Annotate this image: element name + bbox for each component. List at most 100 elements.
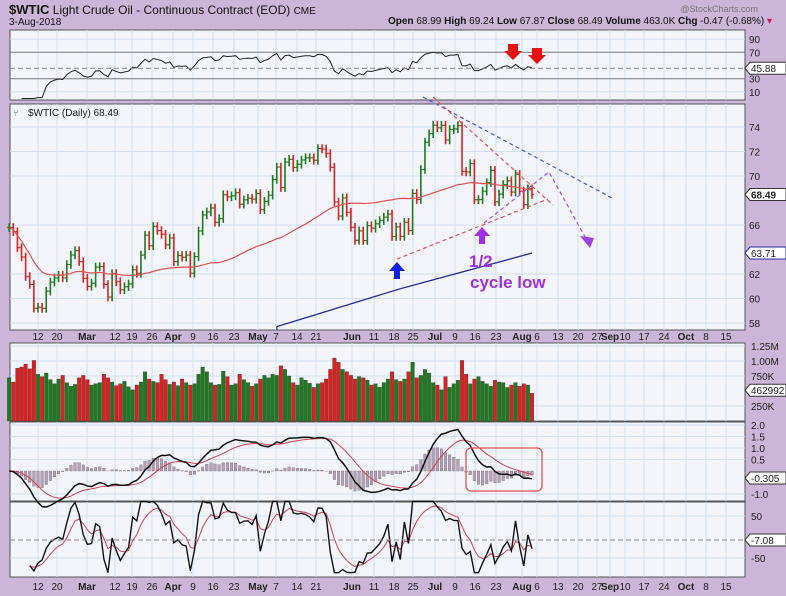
macd-histogram-bar xyxy=(69,465,73,472)
x-tick-label: 20 xyxy=(572,582,584,593)
macd-histogram-bar xyxy=(221,462,225,472)
macd-histogram-bar xyxy=(262,470,266,474)
price-bar xyxy=(36,302,40,313)
osc-tick-label: -50 xyxy=(751,554,766,565)
x-tick-label: 12 xyxy=(32,582,44,593)
macd-histogram-bar xyxy=(102,468,106,472)
volume-bar xyxy=(488,386,493,422)
blue-up-arrow-icon xyxy=(389,262,405,279)
volume-bar xyxy=(151,381,156,422)
price-bar xyxy=(274,162,279,184)
macd-histogram-bar xyxy=(81,464,85,472)
macd-histogram-bar xyxy=(345,470,349,488)
price-bar xyxy=(332,163,337,207)
price-bar xyxy=(163,229,168,250)
x-tick-label: 23 xyxy=(490,332,502,343)
macd-histogram-bar xyxy=(279,469,283,472)
price-bar xyxy=(167,233,172,250)
volume-bar xyxy=(283,369,287,422)
rsi-last-tag-box xyxy=(744,61,786,75)
rsi-panel xyxy=(9,29,746,101)
price-bar xyxy=(229,191,234,202)
x-tick-label: 21 xyxy=(310,332,322,343)
macd-histogram-bar xyxy=(312,470,316,472)
volume-bar xyxy=(472,378,477,422)
bar-chart-icon: ⑂ xyxy=(13,108,18,118)
macd-histogram-bar xyxy=(431,447,435,472)
macd-histogram-bar xyxy=(61,470,65,472)
volume-bar xyxy=(167,384,172,422)
volume-last-tag-text: 462992 xyxy=(751,386,785,397)
open-value: 68.99 xyxy=(416,16,442,27)
volume-bar xyxy=(377,387,382,422)
macd-histogram-bar xyxy=(225,462,229,472)
close-label: Close xyxy=(547,16,575,27)
macd-histogram-bar xyxy=(411,466,415,472)
macd-histogram-bar xyxy=(213,463,217,472)
macd-histogram-bar xyxy=(435,447,439,472)
volume-bar xyxy=(138,381,143,422)
volume-bar xyxy=(101,374,106,422)
macd-histogram-bar xyxy=(53,470,56,477)
price-bar xyxy=(31,280,36,313)
x-tick-label: Aug xyxy=(512,582,531,593)
macd-histogram-bar xyxy=(246,467,250,472)
x-tick-label: 13 xyxy=(552,332,564,343)
macd-histogram-bar xyxy=(188,470,192,475)
macd-histogram-bar xyxy=(36,470,40,488)
x-tick-label: 21 xyxy=(310,582,322,593)
volume-last-tag-box xyxy=(744,383,786,397)
price-bar xyxy=(406,218,411,235)
macd-histogram-bar xyxy=(468,470,472,476)
macd-histogram-bar xyxy=(48,470,52,481)
x-tick-label: 8 xyxy=(703,582,709,593)
volume-bar xyxy=(385,378,390,422)
macd-histogram-bar xyxy=(238,465,242,472)
volume-bar xyxy=(353,378,357,422)
macd-histogram-bar xyxy=(131,468,135,472)
x-tick-label: 27 xyxy=(591,332,603,343)
macd-histogram-bar xyxy=(382,470,386,477)
volume-bar xyxy=(221,371,226,422)
volume-bar xyxy=(431,382,436,422)
volume-bar xyxy=(110,381,115,422)
x-tick-label: 17 xyxy=(638,582,650,593)
price-bar xyxy=(48,277,53,296)
volume-bar xyxy=(85,379,90,422)
macd-histogram-bar xyxy=(332,470,336,480)
volume-bar xyxy=(171,381,176,422)
macd-line xyxy=(9,428,533,508)
macd-panel xyxy=(9,421,746,502)
x-tick-label: 17 xyxy=(638,332,650,343)
price-bar xyxy=(270,175,275,200)
macd-histogram-bar xyxy=(320,469,324,472)
volume-bar xyxy=(311,387,316,422)
x-tick-label: Oct xyxy=(678,582,695,593)
close-value: 68.49 xyxy=(577,16,603,27)
x-tick-label: 23 xyxy=(490,582,502,593)
volume-bar xyxy=(200,366,205,422)
macd-highlight-box xyxy=(465,447,543,492)
volume-bar xyxy=(40,376,45,422)
price-bar xyxy=(126,279,131,292)
macd-histogram-bar xyxy=(291,467,295,472)
macd-histogram-bar xyxy=(209,462,213,472)
macd-histogram-bar xyxy=(90,468,93,472)
purple-arrow-tip-icon xyxy=(580,236,594,248)
price-bar xyxy=(278,162,283,192)
price-bar xyxy=(262,197,267,214)
watermark: @StockCharts.com xyxy=(680,4,758,14)
price-bar xyxy=(422,137,427,174)
volume-bar xyxy=(447,387,452,422)
price-bar xyxy=(196,226,201,261)
volume-bar xyxy=(381,382,386,422)
macd-histogram-bar xyxy=(357,470,361,491)
price-bar xyxy=(357,226,362,245)
volume-bar xyxy=(435,384,440,422)
volume-bar xyxy=(77,377,82,422)
macd-histogram-bar xyxy=(300,468,303,472)
price-panel-label: $WTIC (Daily) 68.49 xyxy=(28,108,119,119)
volume-bar xyxy=(229,384,234,422)
x-tick-label: Oct xyxy=(678,332,695,343)
volume-bar xyxy=(287,375,292,422)
